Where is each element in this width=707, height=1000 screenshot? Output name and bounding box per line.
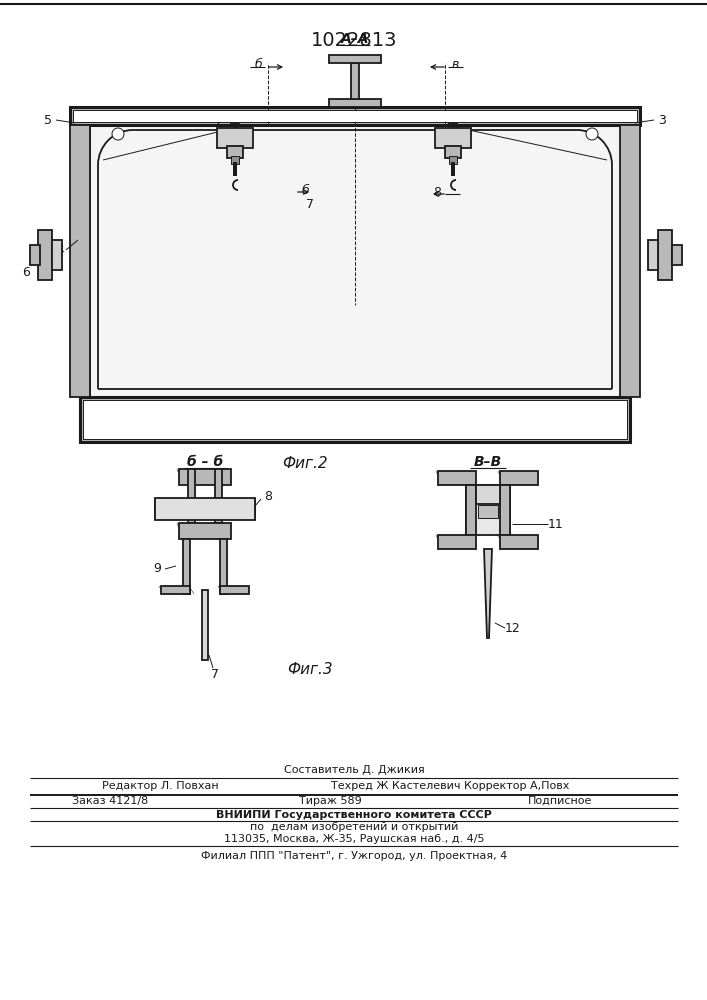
Bar	[500, 471, 538, 485]
Text: ВНИИПИ Государственного комитета СССР: ВНИИПИ Государственного комитета СССР	[216, 810, 492, 820]
Bar	[90, 125, 620, 397]
Circle shape	[112, 128, 124, 140]
Text: 113035, Москва, Ж-35, Раушская наб., д. 4/5: 113035, Москва, Ж-35, Раушская наб., д. …	[223, 834, 484, 844]
Text: 3: 3	[658, 113, 666, 126]
Bar	[183, 539, 190, 594]
Bar	[83, 400, 627, 439]
Text: б: б	[301, 184, 309, 196]
Bar	[438, 471, 476, 485]
Text: 8: 8	[433, 186, 441, 198]
Bar	[80, 397, 630, 442]
Bar	[217, 128, 253, 148]
Bar	[220, 539, 227, 594]
Text: 12: 12	[505, 621, 521, 635]
Bar	[38, 230, 52, 280]
Bar	[73, 110, 637, 122]
Bar	[161, 586, 190, 594]
Text: Подписное: Подписное	[528, 796, 592, 806]
Text: 1022813: 1022813	[311, 30, 397, 49]
Text: 4: 4	[56, 243, 64, 256]
Bar	[329, 99, 381, 107]
Text: 9: 9	[153, 562, 161, 576]
Bar	[220, 586, 249, 594]
Bar	[155, 498, 255, 520]
Bar	[438, 535, 476, 549]
Bar	[445, 146, 461, 158]
Bar	[672, 245, 682, 265]
Bar	[620, 125, 640, 397]
Text: 5: 5	[44, 113, 52, 126]
Bar	[179, 469, 231, 485]
Text: Филиал ППП "Патент", г. Ужгород, ул. Проектная, 4: Филиал ППП "Патент", г. Ужгород, ул. Про…	[201, 851, 507, 861]
Text: 7: 7	[306, 198, 314, 211]
Bar	[52, 240, 62, 270]
Bar	[351, 63, 359, 99]
Circle shape	[586, 128, 598, 140]
Bar	[658, 230, 672, 280]
Bar	[215, 469, 222, 523]
Text: 7: 7	[211, 668, 219, 680]
Text: Заказ 4121/8: Заказ 4121/8	[72, 796, 148, 806]
Text: Техред Ж Кастелевич Корректор А,Повх: Техред Ж Кастелевич Корректор А,Повх	[331, 781, 569, 791]
Text: в: в	[451, 58, 459, 72]
Bar	[500, 535, 538, 549]
Polygon shape	[484, 549, 492, 638]
Text: 8: 8	[264, 490, 272, 504]
Bar	[227, 146, 243, 158]
Bar	[466, 485, 510, 535]
Text: Тираж 589: Тираж 589	[298, 796, 361, 806]
Bar	[233, 162, 237, 176]
Bar	[179, 523, 231, 539]
Bar	[466, 485, 476, 535]
Text: Редактор Л. Повхан: Редактор Л. Повхан	[102, 781, 218, 791]
Bar	[231, 156, 239, 164]
Bar	[70, 125, 90, 397]
Bar	[30, 245, 40, 265]
Text: б: б	[254, 58, 262, 72]
Bar	[70, 107, 640, 125]
Bar	[329, 55, 381, 63]
Bar	[449, 156, 457, 164]
Text: В–В: В–В	[474, 455, 502, 469]
Text: Фиг.2: Фиг.2	[282, 456, 328, 472]
Bar	[202, 590, 208, 660]
Text: 6: 6	[22, 265, 30, 278]
Text: Фиг.3: Фиг.3	[287, 662, 333, 678]
Text: по  делам изобретений и открытий: по делам изобретений и открытий	[250, 822, 458, 832]
Text: б – б: б – б	[187, 455, 223, 469]
Text: Составитель Д. Джикия: Составитель Д. Джикия	[284, 765, 424, 775]
Bar	[451, 162, 455, 176]
Bar	[648, 240, 658, 270]
Text: А–А: А–А	[341, 32, 369, 46]
Bar	[435, 128, 471, 148]
Bar	[500, 485, 510, 535]
Bar	[478, 505, 498, 518]
Bar	[476, 485, 500, 504]
Text: 10: 10	[192, 110, 208, 123]
Text: 11: 11	[548, 518, 564, 530]
Bar	[188, 469, 195, 523]
